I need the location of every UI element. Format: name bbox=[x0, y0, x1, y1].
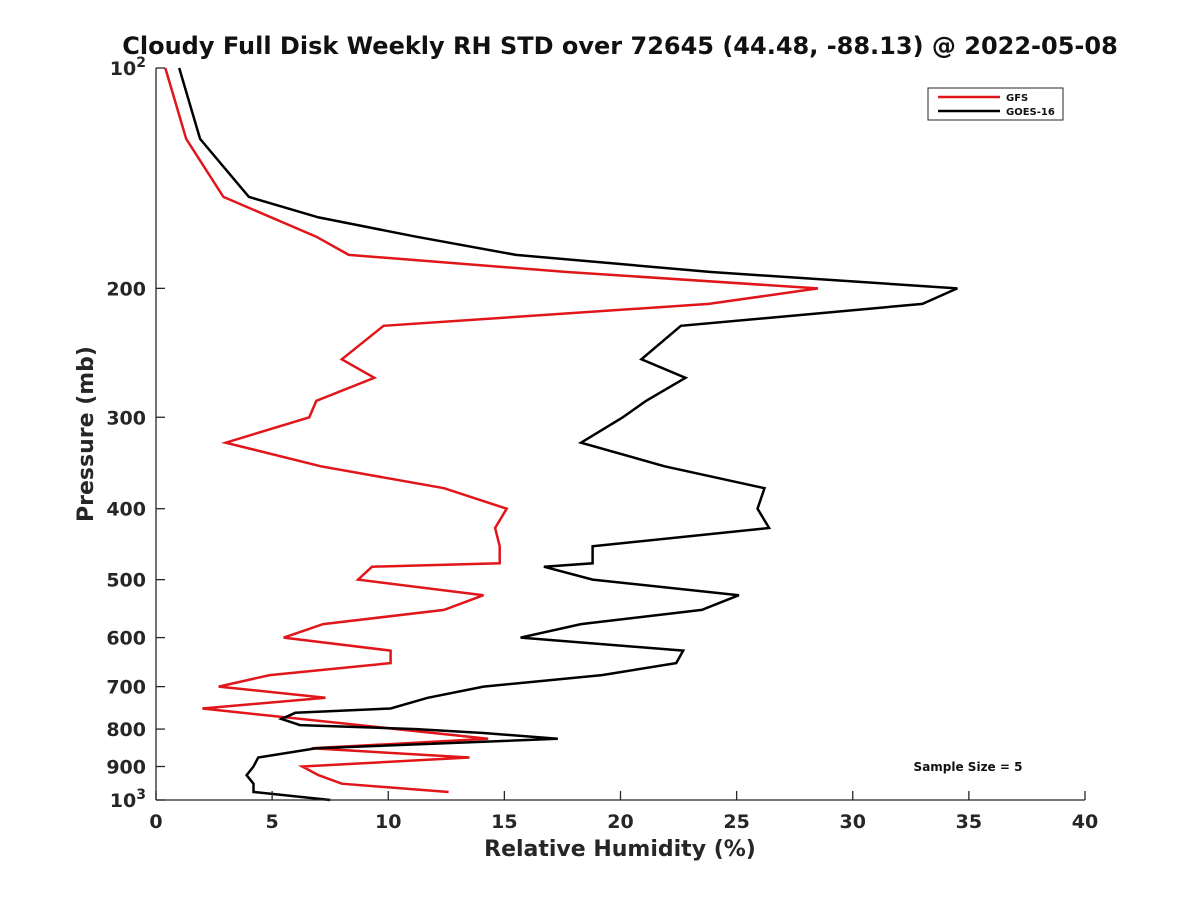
x-tick-label: 25 bbox=[723, 811, 749, 833]
plot-area bbox=[156, 68, 1085, 800]
y-tick-label: 800 bbox=[106, 719, 146, 741]
series-line-goes16 bbox=[178, 67, 958, 802]
x-tick-label: 5 bbox=[266, 811, 279, 833]
y-tick-label: 103 bbox=[110, 787, 146, 812]
x-tick-label: 10 bbox=[375, 811, 401, 833]
y-tick-label: 900 bbox=[106, 757, 146, 779]
x-axis-label: Relative Humidity (%) bbox=[484, 837, 756, 862]
x-tick-label: 40 bbox=[1072, 811, 1098, 833]
y-tick-label: 200 bbox=[106, 278, 146, 300]
x-tick-label: 0 bbox=[149, 811, 162, 833]
legend: GFS GOES-16 bbox=[927, 87, 1064, 121]
y-axis-label: Pressure (mb) bbox=[74, 346, 99, 522]
sample-size-annotation: Sample Size = 5 bbox=[914, 760, 1023, 774]
x-tick-label: 30 bbox=[840, 811, 866, 833]
legend-label-goes16: GOES-16 bbox=[1006, 107, 1055, 118]
y-tick-label: 700 bbox=[106, 677, 146, 699]
y-tick-label: 102 bbox=[110, 55, 146, 80]
legend-label-gfs: GFS bbox=[1006, 93, 1028, 104]
series-layer bbox=[164, 67, 958, 802]
chart-title: Cloudy Full Disk Weekly RH STD over 7264… bbox=[122, 32, 1118, 60]
x-tick-label: 20 bbox=[607, 811, 633, 833]
x-tick-label: 15 bbox=[491, 811, 517, 833]
x-tick-label: 35 bbox=[956, 811, 982, 833]
y-tick-label: 300 bbox=[106, 407, 146, 429]
y-tick-label: 500 bbox=[106, 570, 146, 592]
y-tick-label: 400 bbox=[106, 499, 146, 521]
y-axis-ticks: 102 200 300 400 500 600 700 800 900 103 bbox=[106, 55, 165, 812]
y-tick-label: 600 bbox=[106, 628, 146, 650]
x-axis-ticks: 0 5 10 15 20 25 30 35 40 bbox=[149, 791, 1098, 833]
legend-box bbox=[927, 87, 1064, 121]
